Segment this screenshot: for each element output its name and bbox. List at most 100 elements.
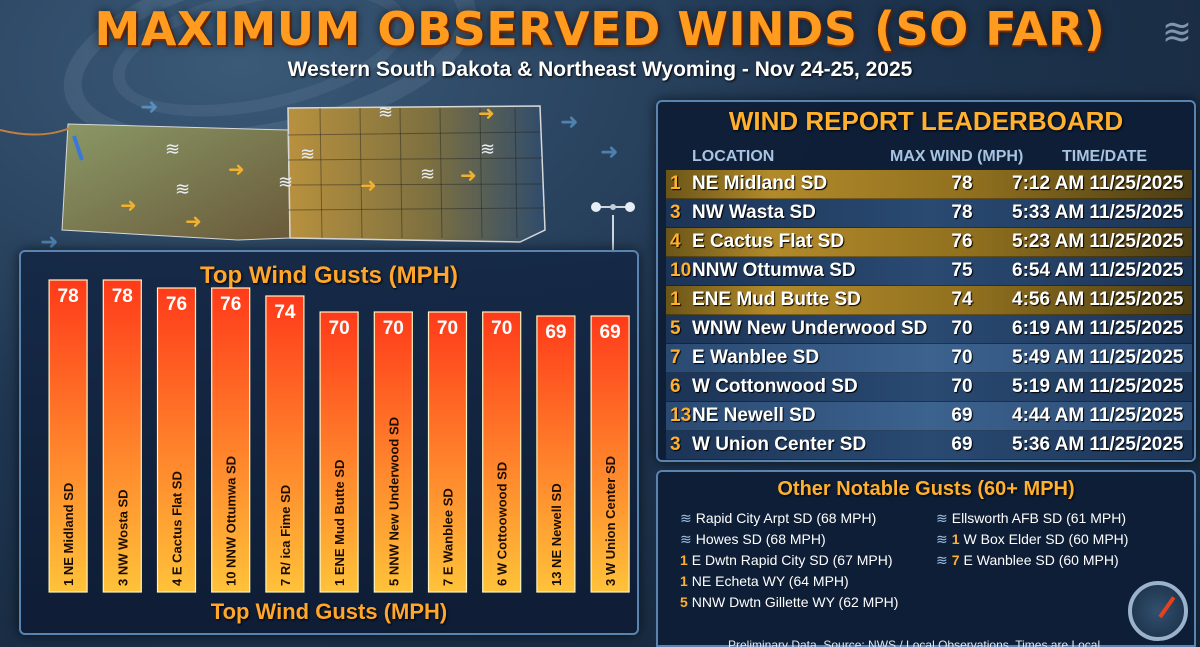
bar: [590, 315, 630, 593]
wind-arrow-icon: ➜: [560, 110, 579, 135]
header-location: LOCATION: [692, 148, 775, 165]
table-row: 1 ENE Mud Butte SD 74 4:56 AM 11/25/2025: [666, 286, 1192, 315]
wind-icon: ≋: [1161, 12, 1192, 53]
gust-distance: 1: [951, 531, 960, 547]
row-rank: 10: [670, 260, 692, 281]
bar-chart: 78 1 NE Midland SD 78 3 NW Wosta SD 76 4 E Ca…: [48, 279, 630, 593]
row-time-date: 5:49 AM 11/25/2025: [1012, 347, 1184, 368]
bar: [265, 295, 305, 593]
bar: [482, 311, 522, 593]
wind-icon: ≋: [936, 552, 948, 568]
row-time-date: 5:19 AM 11/25/2025: [1012, 376, 1184, 397]
row-max-wind: 70: [951, 347, 973, 368]
bar-value-label: 69: [600, 322, 621, 343]
bar-category-label: 10 NNW Ottumwa SD: [224, 456, 239, 586]
table-row: 5 WNW New Underwood SD 70 6:19 AM 11/25/202…: [666, 315, 1192, 344]
list-item: 1 NE Echeta WY (64 MPH): [680, 573, 849, 589]
list-item: ≋ 7 E Wanblee SD (60 MPH): [936, 552, 1119, 569]
bar-group: 78 3 NW Wosta SD: [102, 279, 142, 593]
row-max-wind: 70: [951, 376, 973, 397]
leaderboard-rows: 1 NE Midland SD 78 7:12 AM 11/25/2025 3 NW Wa…: [666, 170, 1192, 460]
table-row: 3 W Union Center SD 69 5:36 AM 11/25/2025: [666, 431, 1192, 460]
svg-text:➜: ➜: [185, 209, 202, 233]
gust-text: W Box Elder SD (60 MPH): [963, 531, 1129, 547]
row-time-date: 7:12 AM 11/25/2025: [1012, 173, 1184, 194]
bar-value-label: 76: [220, 294, 241, 315]
gust-distance: 1: [680, 573, 688, 589]
chart-panel: Top Wind Gusts (MPH) 78 1 NE Midland SD 78…: [19, 250, 639, 635]
row-rank: 3: [670, 434, 681, 455]
row-max-wind: 75: [951, 260, 973, 281]
bar-value-label: 70: [329, 318, 350, 339]
row-time-date: 6:54 AM 11/25/2025: [1012, 260, 1184, 281]
gust-text: Ellsworth AFB SD (61 MPH): [951, 510, 1126, 526]
subtitle: Western South Dakota & Northeast Wyoming…: [287, 58, 913, 81]
county-lines: [287, 107, 545, 239]
row-rank: 1: [670, 173, 681, 194]
table-row: 6 W Cottonwood SD 70 5:19 AM 11/25/2025: [666, 373, 1192, 402]
chart-footer: Top Wind Gusts (MPH): [210, 599, 448, 624]
row-max-wind: 70: [951, 318, 973, 339]
bar: [536, 315, 576, 593]
row-time-date: 4:56 AM 11/25/2025: [1012, 289, 1184, 310]
svg-text:➜: ➜: [478, 101, 495, 125]
wyoming-region: [61, 123, 291, 241]
row-location: NW Wasta SD: [692, 202, 816, 223]
row-max-wind: 76: [951, 231, 973, 252]
bar-group: 74 7 R/ ica Fime SD: [265, 295, 305, 593]
bar-group: 78 1 NE Midland SD: [48, 279, 88, 593]
bar-group: 69 13 NE Newell SD: [536, 315, 576, 593]
bar-group: 70 6 W Cottoowood SD: [482, 311, 522, 593]
gust-text: NNW Dwtn Gillette WY (62 MPH): [691, 594, 899, 610]
gust-distance: 1: [680, 552, 688, 568]
svg-text:≋: ≋: [420, 164, 435, 185]
bar-category-label: 1 ENE Mud Butte SD: [332, 460, 347, 586]
row-max-wind: 74: [951, 289, 973, 310]
bar-category-label: 13 NE Newell SD: [549, 483, 564, 586]
main-title: MAXIMUM OBSERVED WINDS (SO FAR): [94, 2, 1106, 56]
svg-text:➜: ➜: [228, 157, 245, 181]
row-time-date: 5:33 AM 11/25/2025: [1012, 202, 1184, 223]
wind-arrow-icon: ➜: [140, 95, 159, 120]
list-item: ≋ Ellsworth AFB SD (61 MPH): [936, 510, 1126, 527]
gust-distance: 5: [680, 594, 688, 610]
row-location: ENE Mud Butte SD: [692, 289, 861, 310]
row-rank: 1: [670, 289, 681, 310]
bar: [48, 279, 88, 593]
bar-category-label: 7 E Wanblee SD: [441, 488, 456, 586]
chart-title: Top Wind Gusts (MPH): [200, 262, 458, 289]
bar-group: 76 4 E Cactus Flat SD: [156, 287, 197, 593]
table-row: 3 NW Wasta SD 78 5:33 AM 11/25/2025: [666, 199, 1192, 228]
anemometer-icon: [591, 202, 635, 253]
source-note: Preliminary Data. Source: NWS / Local Ob…: [728, 638, 1104, 647]
bar-value-label: 74: [274, 302, 296, 323]
gust-text: Howes SD (68 MPH): [695, 531, 826, 547]
bar-value-label: 69: [545, 322, 566, 343]
bar-value-label: 76: [166, 294, 187, 315]
svg-text:≋: ≋: [175, 179, 190, 200]
bar-group: 70 7 E Wanblee SD: [427, 311, 468, 593]
row-time-date: 5:23 AM 11/25/2025: [1012, 231, 1184, 252]
wind-icon: ≋: [936, 531, 948, 547]
bar: [319, 311, 359, 593]
svg-text:≋: ≋: [378, 102, 393, 123]
row-location: E Cactus Flat SD: [692, 231, 845, 252]
row-location: NE Midland SD: [692, 173, 828, 194]
svg-text:➜: ➜: [460, 163, 477, 187]
row-max-wind: 69: [951, 405, 973, 426]
svg-text:≋: ≋: [300, 144, 315, 165]
header-max-wind: MAX WIND (MPH): [890, 148, 1024, 165]
row-time-date: 4:44 AM 11/25/2025: [1012, 405, 1184, 426]
row-rank: 3: [670, 202, 681, 223]
row-rank: 13: [670, 405, 692, 426]
bar-category-label: 7 R/ ica Fime SD: [278, 485, 293, 586]
bar-value-label: 70: [437, 318, 458, 339]
bar-value-label: 78: [112, 286, 133, 307]
leaderboard-panel: WIND REPORT LEADERBOARD LOCATION MAX WIN…: [656, 100, 1196, 462]
leaderboard-header: LOCATION MAX WIND (MPH) TIME/DATE: [658, 148, 1194, 170]
list-item: ≋ Rapid City Arpt SD (68 MPH): [680, 510, 876, 527]
region-map: ➜ ➜ ➜ ➜ ➜ ➜ ≋ ≋ ≋ ≋ ≋ ≋ ≋: [0, 101, 546, 243]
list-item: ≋ 1 W Box Elder SD (60 MPH): [936, 531, 1128, 548]
bar-value-label: 70: [491, 318, 512, 339]
